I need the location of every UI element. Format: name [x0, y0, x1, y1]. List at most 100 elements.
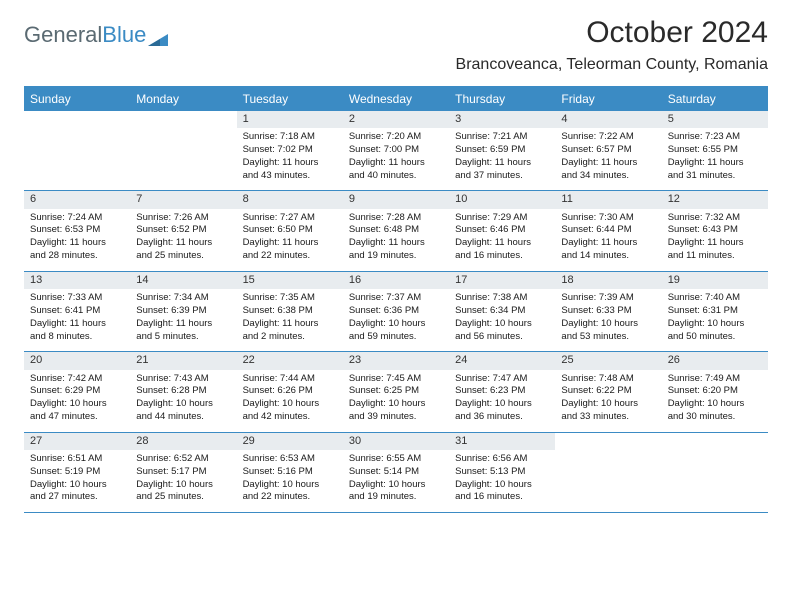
daylight-text: Daylight: 11 hours and 40 minutes. — [349, 157, 443, 183]
daylight-text: Daylight: 11 hours and 28 minutes. — [30, 237, 124, 263]
sunset-text: Sunset: 6:31 PM — [668, 305, 762, 318]
day-details: Sunrise: 6:52 AMSunset: 5:17 PMDaylight:… — [130, 450, 236, 512]
day-number: 5 — [662, 111, 768, 128]
day-details: Sunrise: 6:53 AMSunset: 5:16 PMDaylight:… — [237, 450, 343, 512]
sunset-text: Sunset: 5:13 PM — [455, 466, 549, 479]
sunset-text: Sunset: 6:23 PM — [455, 385, 549, 398]
sunset-text: Sunset: 5:14 PM — [349, 466, 443, 479]
day-details: Sunrise: 7:24 AMSunset: 6:53 PMDaylight:… — [24, 209, 130, 271]
sunrise-text: Sunrise: 7:21 AM — [455, 131, 549, 144]
day-number: 22 — [237, 352, 343, 369]
day-number: 29 — [237, 433, 343, 450]
day-details: Sunrise: 7:42 AMSunset: 6:29 PMDaylight:… — [24, 370, 130, 432]
daylight-text: Daylight: 10 hours and 27 minutes. — [30, 479, 124, 505]
sunrise-text: Sunrise: 7:44 AM — [243, 373, 337, 386]
daylight-text: Daylight: 10 hours and 30 minutes. — [668, 398, 762, 424]
sunrise-text: Sunrise: 7:40 AM — [668, 292, 762, 305]
sunrise-text: Sunrise: 7:18 AM — [243, 131, 337, 144]
day-number: 28 — [130, 433, 236, 450]
day-number: 6 — [24, 191, 130, 208]
daylight-text: Daylight: 10 hours and 22 minutes. — [243, 479, 337, 505]
day-number: 10 — [449, 191, 555, 208]
calendar-cell: 9Sunrise: 7:28 AMSunset: 6:48 PMDaylight… — [343, 191, 449, 271]
day-number: 3 — [449, 111, 555, 128]
sunrise-text: Sunrise: 7:24 AM — [30, 212, 124, 225]
calendar-cell: 19Sunrise: 7:40 AMSunset: 6:31 PMDayligh… — [662, 271, 768, 351]
day-details: Sunrise: 7:23 AMSunset: 6:55 PMDaylight:… — [662, 128, 768, 190]
calendar-cell: 29Sunrise: 6:53 AMSunset: 5:16 PMDayligh… — [237, 432, 343, 512]
calendar-row: 13Sunrise: 7:33 AMSunset: 6:41 PMDayligh… — [24, 271, 768, 351]
calendar-cell: 3Sunrise: 7:21 AMSunset: 6:59 PMDaylight… — [449, 111, 555, 191]
calendar-cell: 4Sunrise: 7:22 AMSunset: 6:57 PMDaylight… — [555, 111, 661, 191]
calendar-header-row: SundayMondayTuesdayWednesdayThursdayFrid… — [24, 87, 768, 111]
calendar-cell: 25Sunrise: 7:48 AMSunset: 6:22 PMDayligh… — [555, 352, 661, 432]
daylight-text: Daylight: 10 hours and 39 minutes. — [349, 398, 443, 424]
sunrise-text: Sunrise: 7:43 AM — [136, 373, 230, 386]
calendar-cell — [555, 432, 661, 512]
calendar-cell: 22Sunrise: 7:44 AMSunset: 6:26 PMDayligh… — [237, 352, 343, 432]
day-details: Sunrise: 7:38 AMSunset: 6:34 PMDaylight:… — [449, 289, 555, 351]
calendar-cell: 21Sunrise: 7:43 AMSunset: 6:28 PMDayligh… — [130, 352, 236, 432]
day-header: Tuesday — [237, 87, 343, 111]
logo-text-blue: Blue — [102, 22, 146, 48]
day-details: Sunrise: 7:22 AMSunset: 6:57 PMDaylight:… — [555, 128, 661, 190]
calendar-row: 27Sunrise: 6:51 AMSunset: 5:19 PMDayligh… — [24, 432, 768, 512]
daylight-text: Daylight: 10 hours and 16 minutes. — [455, 479, 549, 505]
daylight-text: Daylight: 10 hours and 44 minutes. — [136, 398, 230, 424]
sunrise-text: Sunrise: 7:27 AM — [243, 212, 337, 225]
day-details: Sunrise: 7:44 AMSunset: 6:26 PMDaylight:… — [237, 370, 343, 432]
sunset-text: Sunset: 6:59 PM — [455, 144, 549, 157]
day-number: 20 — [24, 352, 130, 369]
day-details: Sunrise: 7:43 AMSunset: 6:28 PMDaylight:… — [130, 370, 236, 432]
sunrise-text: Sunrise: 7:29 AM — [455, 212, 549, 225]
day-details: Sunrise: 7:27 AMSunset: 6:50 PMDaylight:… — [237, 209, 343, 271]
logo: GeneralBlue — [24, 22, 168, 48]
daylight-text: Daylight: 11 hours and 5 minutes. — [136, 318, 230, 344]
day-number: 2 — [343, 111, 449, 128]
calendar-cell: 11Sunrise: 7:30 AMSunset: 6:44 PMDayligh… — [555, 191, 661, 271]
sunset-text: Sunset: 6:34 PM — [455, 305, 549, 318]
daylight-text: Daylight: 11 hours and 14 minutes. — [561, 237, 655, 263]
sunrise-text: Sunrise: 7:48 AM — [561, 373, 655, 386]
sunset-text: Sunset: 7:02 PM — [243, 144, 337, 157]
sunrise-text: Sunrise: 6:56 AM — [455, 453, 549, 466]
day-details: Sunrise: 7:47 AMSunset: 6:23 PMDaylight:… — [449, 370, 555, 432]
daylight-text: Daylight: 10 hours and 36 minutes. — [455, 398, 549, 424]
calendar-cell: 23Sunrise: 7:45 AMSunset: 6:25 PMDayligh… — [343, 352, 449, 432]
day-details: Sunrise: 6:56 AMSunset: 5:13 PMDaylight:… — [449, 450, 555, 512]
calendar-cell: 28Sunrise: 6:52 AMSunset: 5:17 PMDayligh… — [130, 432, 236, 512]
sunrise-text: Sunrise: 7:45 AM — [349, 373, 443, 386]
day-number: 1 — [237, 111, 343, 128]
day-details: Sunrise: 7:29 AMSunset: 6:46 PMDaylight:… — [449, 209, 555, 271]
sunrise-text: Sunrise: 7:47 AM — [455, 373, 549, 386]
day-number: 25 — [555, 352, 661, 369]
sunrise-text: Sunrise: 7:28 AM — [349, 212, 443, 225]
day-number: 27 — [24, 433, 130, 450]
day-number: 13 — [24, 272, 130, 289]
day-header: Sunday — [24, 87, 130, 111]
day-details: Sunrise: 7:20 AMSunset: 7:00 PMDaylight:… — [343, 128, 449, 190]
calendar-cell — [662, 432, 768, 512]
daylight-text: Daylight: 11 hours and 16 minutes. — [455, 237, 549, 263]
calendar-cell: 27Sunrise: 6:51 AMSunset: 5:19 PMDayligh… — [24, 432, 130, 512]
day-details: Sunrise: 7:33 AMSunset: 6:41 PMDaylight:… — [24, 289, 130, 351]
daylight-text: Daylight: 11 hours and 22 minutes. — [243, 237, 337, 263]
sunrise-text: Sunrise: 7:26 AM — [136, 212, 230, 225]
day-details: Sunrise: 7:28 AMSunset: 6:48 PMDaylight:… — [343, 209, 449, 271]
day-details: Sunrise: 7:26 AMSunset: 6:52 PMDaylight:… — [130, 209, 236, 271]
sunrise-text: Sunrise: 7:35 AM — [243, 292, 337, 305]
day-number: 15 — [237, 272, 343, 289]
header: GeneralBlue October 2024 Brancoveanca, T… — [24, 16, 768, 82]
sunset-text: Sunset: 6:50 PM — [243, 224, 337, 237]
sunset-text: Sunset: 6:38 PM — [243, 305, 337, 318]
daylight-text: Daylight: 11 hours and 11 minutes. — [668, 237, 762, 263]
sunrise-text: Sunrise: 7:22 AM — [561, 131, 655, 144]
sunset-text: Sunset: 6:25 PM — [349, 385, 443, 398]
day-details: Sunrise: 7:21 AMSunset: 6:59 PMDaylight:… — [449, 128, 555, 190]
calendar-cell: 17Sunrise: 7:38 AMSunset: 6:34 PMDayligh… — [449, 271, 555, 351]
sunset-text: Sunset: 6:33 PM — [561, 305, 655, 318]
day-details: Sunrise: 6:55 AMSunset: 5:14 PMDaylight:… — [343, 450, 449, 512]
sunset-text: Sunset: 6:43 PM — [668, 224, 762, 237]
sunset-text: Sunset: 6:29 PM — [30, 385, 124, 398]
daylight-text: Daylight: 10 hours and 59 minutes. — [349, 318, 443, 344]
